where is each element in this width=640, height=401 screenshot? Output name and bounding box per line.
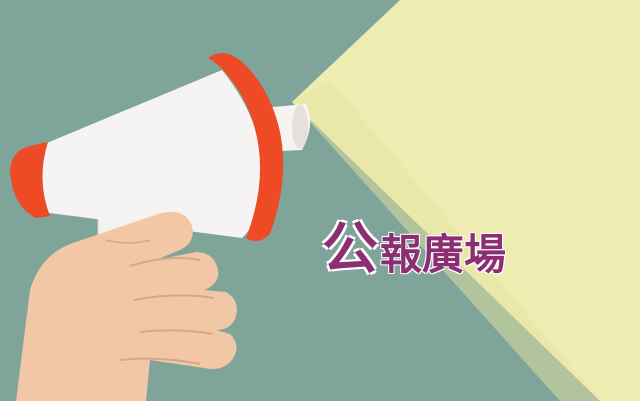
title-rest: 報廣場 xyxy=(380,230,507,279)
hand-icon xyxy=(16,211,237,401)
megaphone-icon xyxy=(10,52,311,301)
light-beam-shade xyxy=(292,80,600,401)
light-beam xyxy=(292,0,640,401)
title-first-char: 公 xyxy=(322,217,378,282)
banner-title: 公 報廣場 xyxy=(322,222,506,278)
